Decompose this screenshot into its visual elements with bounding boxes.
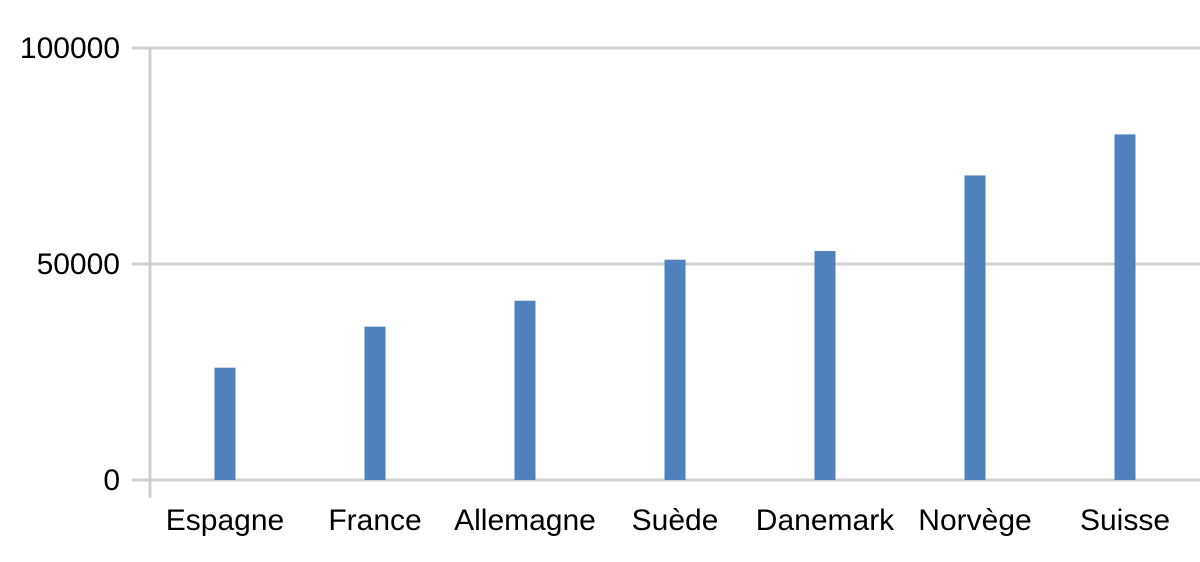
x-tick-label: Suisse bbox=[1080, 504, 1170, 537]
bar-suède bbox=[664, 259, 686, 480]
x-tick-labels: Espagne France Allemagne Suède Danemark Norvè… bbox=[166, 504, 1170, 537]
x-tick-label: Suède bbox=[632, 504, 719, 537]
x-tick-label: Espagne bbox=[166, 504, 284, 537]
y-tick-label: 50000 bbox=[37, 248, 120, 281]
x-tick-label: France bbox=[328, 504, 421, 537]
x-tick-label: Danemark bbox=[756, 504, 895, 537]
bars bbox=[214, 134, 1136, 480]
bar-france bbox=[364, 326, 386, 480]
x-tick-label: Allemagne bbox=[454, 504, 596, 537]
bar-norvège bbox=[964, 175, 986, 480]
x-tick-label: Norvège bbox=[918, 504, 1031, 537]
y-tick-label: 0 bbox=[103, 464, 120, 497]
bar-espagne bbox=[214, 367, 236, 480]
bar-danemark bbox=[814, 251, 836, 480]
bar-allemagne bbox=[514, 300, 536, 480]
bar-suisse bbox=[1114, 134, 1136, 480]
y-tick-labels: 0 50000 100000 bbox=[20, 32, 120, 497]
y-tick-label: 100000 bbox=[20, 32, 120, 65]
